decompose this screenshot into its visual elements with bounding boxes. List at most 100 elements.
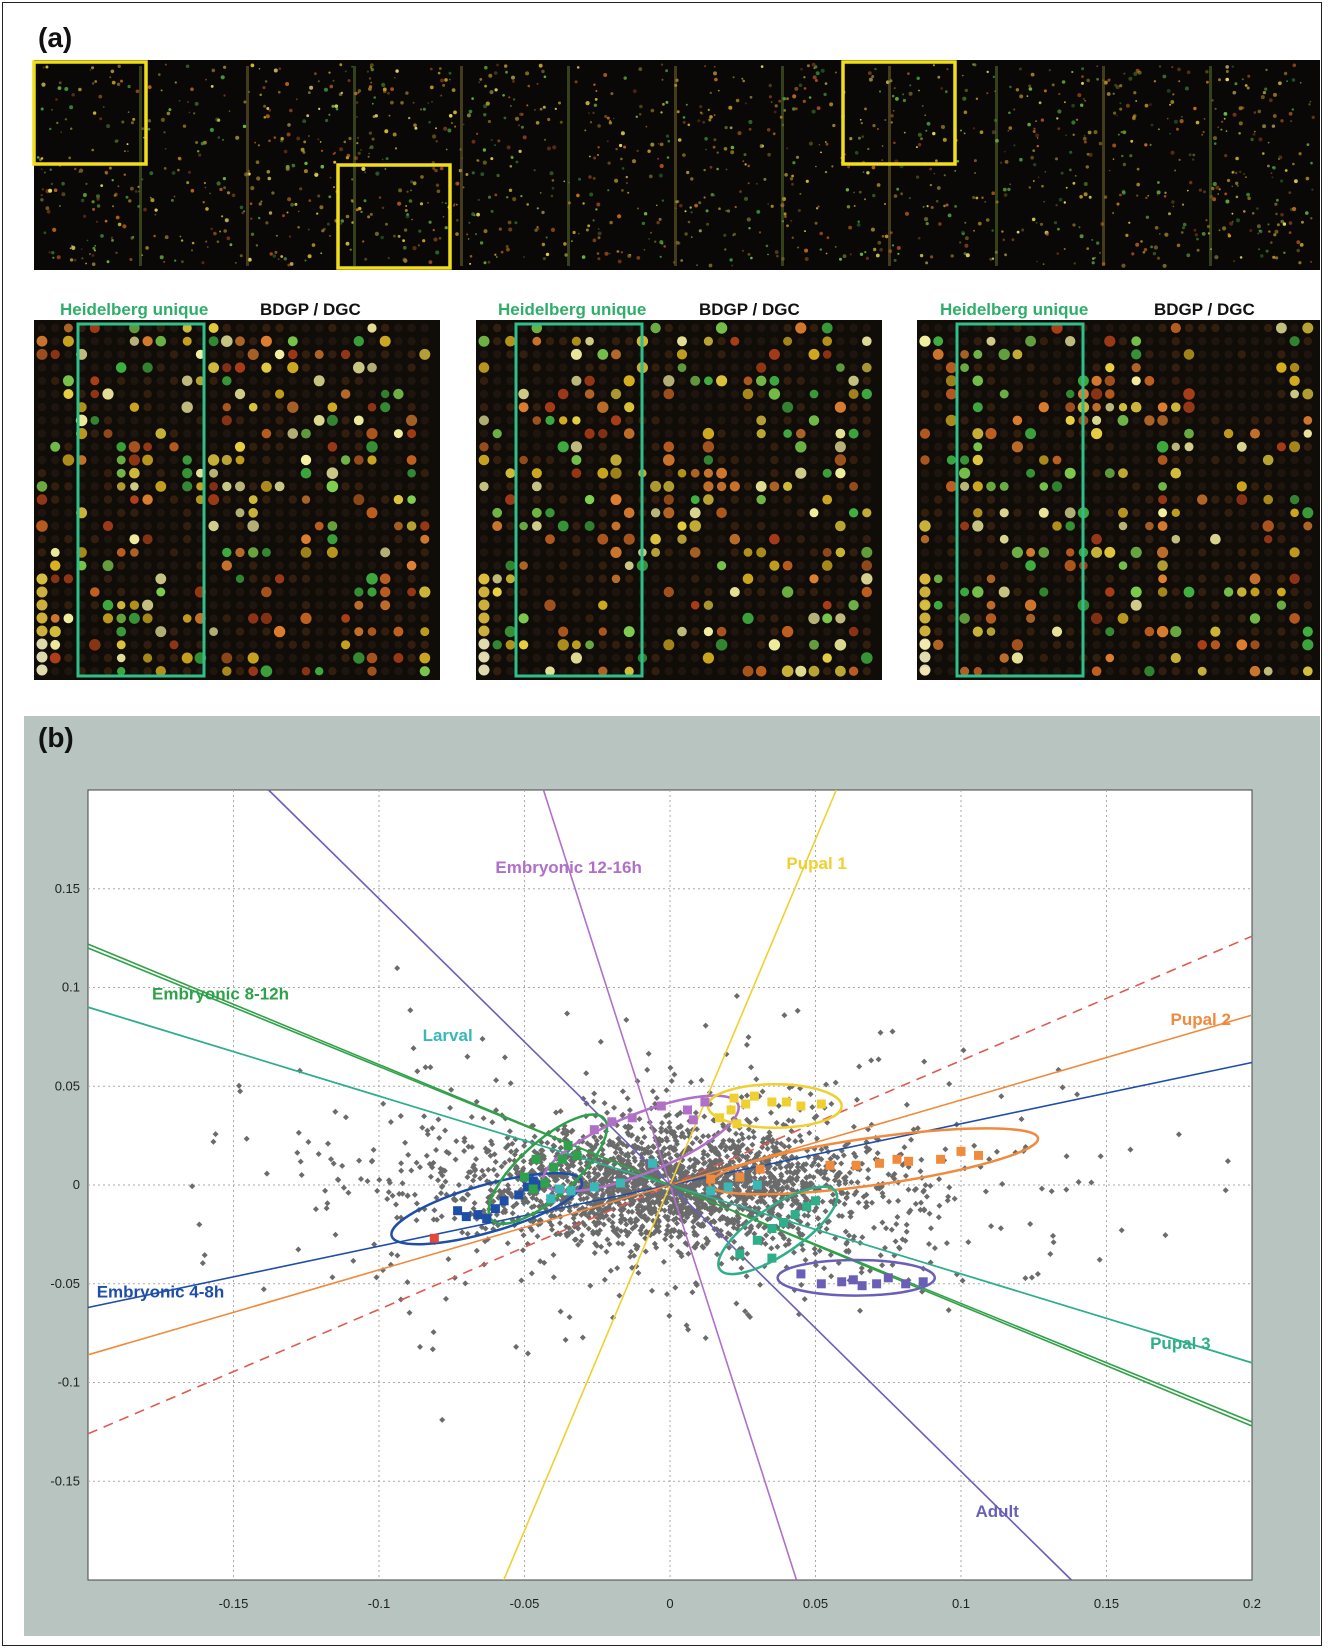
overview-spot	[698, 201, 702, 205]
overview-spot	[1082, 97, 1085, 100]
overview-spot	[286, 132, 291, 137]
overview-spot	[182, 124, 187, 128]
overview-spot	[916, 76, 920, 81]
overview-spot	[728, 105, 733, 110]
overview-spot	[1013, 108, 1016, 111]
overview-spot	[621, 167, 625, 170]
overview-spot	[568, 181, 570, 184]
overview-spot	[1032, 130, 1036, 133]
overview-spot	[638, 67, 643, 71]
overview-spot	[1272, 255, 1276, 259]
overview-spot	[679, 204, 683, 208]
overview-spot	[656, 204, 658, 207]
overview-spot	[936, 186, 941, 190]
overview-spot	[585, 101, 590, 106]
overview-spot	[873, 247, 877, 252]
overview-spot	[943, 204, 946, 208]
overview-spot	[70, 127, 73, 130]
overview-spot	[729, 258, 733, 262]
overview-spot	[1225, 77, 1229, 82]
overview-spot	[1189, 180, 1193, 185]
overview-spot	[1150, 123, 1154, 127]
overview-spot	[1211, 99, 1214, 102]
overview-spot	[223, 65, 227, 69]
overview-spot	[603, 73, 608, 77]
overview-spot	[564, 253, 568, 257]
overview-spot	[891, 244, 895, 247]
overview-spot	[304, 259, 307, 262]
overview-spot	[767, 203, 770, 205]
overview-spot	[1128, 221, 1131, 224]
overview-spot	[52, 227, 57, 232]
overview-spot	[1169, 103, 1172, 106]
overview-spot	[705, 209, 709, 213]
overview-spot	[174, 259, 177, 262]
overview-spot	[786, 147, 788, 150]
overview-spot	[209, 127, 214, 133]
overview-spot	[1291, 108, 1294, 111]
overview-spot	[1198, 188, 1202, 192]
overview-spot	[594, 98, 598, 101]
overview-spot	[1203, 118, 1206, 120]
overview-spot	[1086, 152, 1090, 156]
overview-spot	[1063, 201, 1067, 204]
overview-spot	[340, 91, 344, 95]
overview-spot	[258, 67, 261, 70]
overview-spot	[402, 245, 407, 250]
overview-spot	[1026, 95, 1029, 97]
overview-spot	[1171, 200, 1175, 204]
overview-spot	[1180, 115, 1183, 118]
overview-spot	[872, 193, 876, 198]
overview-spot	[811, 62, 816, 67]
overview-spot	[1117, 133, 1120, 136]
overview-spot	[672, 261, 676, 264]
overview-spot	[697, 119, 701, 123]
overview-spot	[428, 260, 433, 264]
overview-spot	[91, 254, 95, 257]
overview-spot	[962, 74, 964, 77]
overview-spot	[417, 244, 420, 247]
overview-spot	[369, 66, 373, 69]
overview-spot	[1288, 191, 1292, 195]
overview-spot	[696, 264, 698, 267]
overview-spot	[1282, 222, 1287, 226]
overview-spot	[864, 198, 866, 201]
overview-spot	[1273, 92, 1277, 97]
overview-spot	[592, 238, 597, 243]
overview-spot	[973, 63, 977, 67]
overview-spot	[1225, 65, 1229, 69]
overview-spot	[290, 202, 294, 207]
overview-spot	[1073, 262, 1076, 265]
microarray-overview	[32, 60, 1320, 270]
overview-spot	[1193, 106, 1197, 111]
overview-spot	[824, 170, 828, 174]
overview-spot	[317, 194, 321, 198]
overview-spot	[1278, 155, 1283, 160]
overview-spot	[545, 236, 548, 239]
overview-spot	[946, 68, 949, 71]
overview-spot	[448, 71, 452, 75]
overview-spot	[134, 190, 138, 193]
overview-spot	[935, 159, 938, 163]
overview-spot	[1102, 79, 1105, 82]
overview-spot	[1036, 260, 1038, 263]
overview-image	[34, 60, 1320, 270]
overview-spot	[824, 141, 827, 143]
overview-spot	[666, 156, 670, 159]
overview-spot	[926, 205, 929, 208]
overview-spot	[1267, 223, 1270, 226]
overview-spot	[682, 116, 686, 119]
overview-spot	[716, 167, 719, 171]
overview-spot	[53, 188, 58, 192]
overview-spot	[1264, 87, 1268, 91]
overview-spot	[708, 118, 712, 122]
overview-spot	[1009, 183, 1011, 185]
overview-spot	[527, 84, 531, 88]
overview-spot	[321, 229, 325, 233]
overview-spot	[490, 138, 493, 142]
overview-spot	[674, 200, 678, 204]
overview-spot	[659, 255, 662, 258]
overview-spot	[1135, 68, 1140, 73]
overview-spot	[455, 181, 460, 186]
overview-spot	[1094, 257, 1096, 259]
